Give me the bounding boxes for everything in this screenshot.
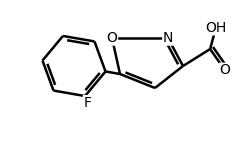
Text: F: F [83,96,91,110]
Text: N: N [163,31,173,45]
Text: OH: OH [205,21,227,35]
Text: O: O [107,31,117,45]
Text: O: O [219,63,231,77]
